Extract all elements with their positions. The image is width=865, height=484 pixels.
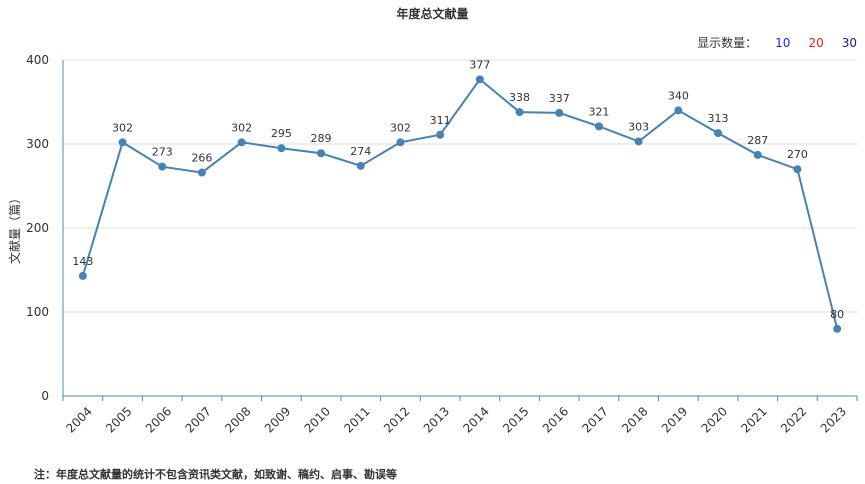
data-label: 302: [390, 121, 411, 134]
x-tick-label: 2012: [381, 404, 412, 435]
x-tick-label: 2023: [818, 404, 849, 435]
data-label: 295: [271, 127, 292, 140]
data-label: 303: [628, 120, 649, 133]
data-point: [515, 108, 524, 117]
data-label: 313: [708, 112, 729, 125]
chart-title: 年度总文献量: [396, 7, 469, 21]
x-tick-label: 2013: [421, 404, 452, 435]
data-label: 337: [549, 92, 570, 105]
count-option-10[interactable]: 10: [775, 35, 791, 50]
footnote: 注：年度总文献量的统计不包含资讯类文献，如致谢、稿约、启事、勘误等: [34, 468, 397, 481]
data-label: 302: [112, 121, 133, 134]
x-tick-label: 2008: [222, 404, 253, 435]
x-tick-label: 2021: [738, 404, 769, 435]
y-tick-label: 400: [26, 53, 49, 67]
data-point: [594, 122, 603, 131]
data-point: [356, 161, 365, 170]
x-tick-label: 2020: [699, 404, 730, 435]
count-option-20[interactable]: 20: [808, 35, 824, 50]
data-point: [237, 138, 246, 147]
data-label: 274: [350, 145, 371, 158]
data-point: [396, 138, 405, 147]
y-tick-label: 200: [26, 221, 49, 235]
data-label: 273: [152, 146, 173, 159]
data-label: 289: [311, 132, 332, 145]
data-label: 302: [231, 121, 252, 134]
data-label: 338: [509, 91, 530, 104]
data-label: 287: [747, 134, 768, 147]
series-line: [81, 77, 839, 330]
x-tick-label: 2004: [63, 404, 94, 435]
data-label: 377: [469, 58, 490, 71]
data-label: 266: [191, 152, 212, 165]
data-label: 270: [787, 148, 808, 161]
x-tick-label: 2022: [778, 404, 809, 435]
data-label: 311: [430, 114, 451, 127]
data-point: [78, 271, 87, 280]
data-point: [634, 137, 643, 146]
data-point: [317, 149, 326, 158]
data-point: [475, 75, 484, 84]
data-point: [436, 130, 445, 139]
display-count-label: 显示数量：: [697, 36, 758, 50]
x-tick-label: 2005: [103, 404, 134, 435]
data-point: [158, 162, 167, 171]
x-tick-label: 2006: [143, 404, 174, 435]
y-tick-label: 0: [41, 389, 49, 403]
x-tick-label: 2015: [500, 404, 531, 435]
y-tick-label: 300: [26, 137, 49, 151]
x-tick-label: 2007: [183, 404, 214, 435]
x-tick-label: 2019: [659, 404, 690, 435]
y-tick-label: 100: [26, 305, 49, 319]
data-point: [674, 106, 683, 115]
x-tick-label: 2018: [619, 404, 650, 435]
data-label: 143: [72, 255, 93, 268]
x-tick-label: 2009: [262, 404, 293, 435]
data-label: 80: [830, 308, 844, 321]
x-tick-label: 2016: [540, 404, 571, 435]
count-option-30[interactable]: 30: [841, 35, 857, 50]
y-axis-label: 文献量（篇）: [7, 192, 22, 264]
display-count-selector: 显示数量： 10 20 30: [697, 34, 857, 51]
x-tick-label: 2011: [341, 404, 372, 435]
data-point: [197, 168, 206, 177]
data-point: [555, 108, 564, 117]
x-tick-label: 2017: [580, 404, 611, 435]
data-point: [714, 129, 723, 138]
data-point: [833, 324, 842, 333]
data-point: [793, 165, 802, 174]
data-point: [753, 150, 762, 159]
data-label: 340: [668, 89, 689, 102]
x-tick-label: 2010: [302, 404, 333, 435]
x-tick-label: 2014: [460, 404, 491, 435]
data-point: [118, 138, 127, 147]
data-label: 321: [588, 105, 609, 118]
data-point: [277, 144, 286, 153]
